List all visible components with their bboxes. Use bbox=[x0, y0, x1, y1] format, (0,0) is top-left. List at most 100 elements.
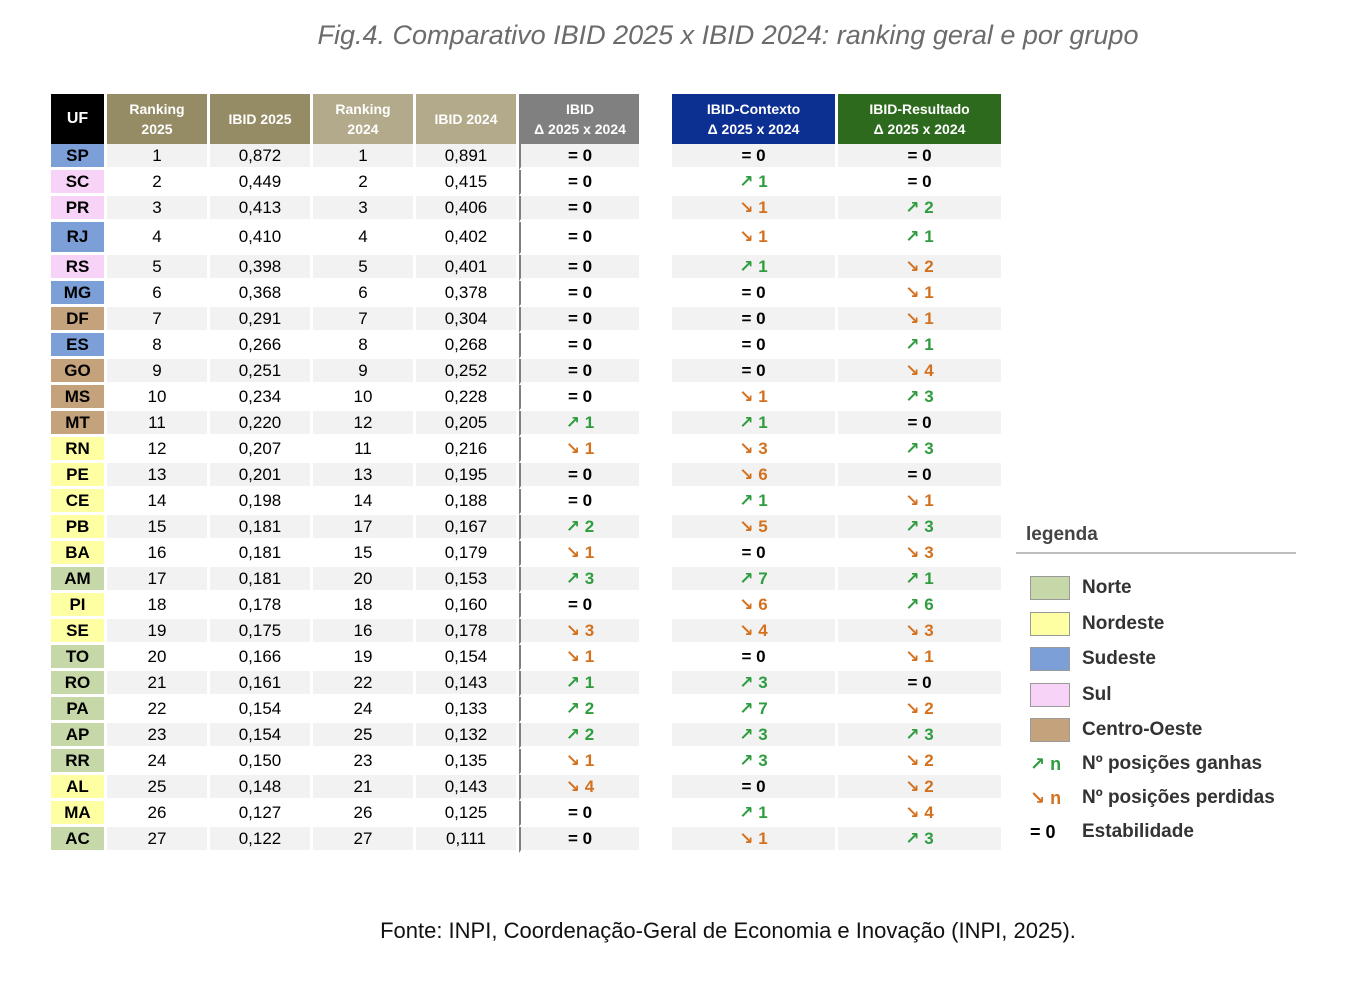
resultado-delta-cell: ↘ 1 bbox=[838, 281, 1001, 307]
ibid-2024-cell: 0,167 bbox=[416, 515, 516, 541]
ibid-delta-cell: = 0 bbox=[519, 222, 639, 255]
legend-label: Sudeste bbox=[1082, 648, 1156, 669]
ibid-2025-cell: 0,266 bbox=[210, 333, 310, 359]
table-row: PR 3 0,413 3 0,406 = 0 bbox=[51, 196, 639, 222]
ibid-delta-cell: = 0 bbox=[519, 307, 639, 333]
ibid-delta-cell: = 0 bbox=[519, 255, 639, 281]
rank-2025-cell: 12 bbox=[107, 437, 207, 463]
uf-cell: SC bbox=[51, 170, 104, 196]
legend-swatch-nordeste bbox=[1030, 612, 1070, 636]
rank-2024-cell: 6 bbox=[313, 281, 413, 307]
ibid-2025-cell: 0,178 bbox=[210, 593, 310, 619]
resultado-delta-cell: = 0 bbox=[838, 411, 1001, 437]
contexto-delta-cell: ↗ 1 bbox=[672, 801, 835, 827]
ibid-2024-cell: 0,252 bbox=[416, 359, 516, 385]
uf-cell: TO bbox=[51, 645, 104, 671]
contexto-delta-cell: ↗ 3 bbox=[672, 749, 835, 775]
legend-swatch-co bbox=[1030, 718, 1070, 742]
group-delta-table-body: = 0 = 0 ↗ 1 = 0 ↘ 1 ↗ 2 ↘ 1 ↗ 1 ↗ 1 ↘ 2 = 0 ↘ 1 = 0 ↘… bbox=[672, 144, 1001, 853]
contexto-delta-cell: ↘ 1 bbox=[672, 196, 835, 222]
table-row: ↘ 1 ↗ 3 bbox=[672, 827, 1001, 853]
contexto-delta-cell: ↗ 3 bbox=[672, 723, 835, 749]
header-ranking-2025-line1: Ranking bbox=[129, 101, 185, 117]
rank-2025-cell: 16 bbox=[107, 541, 207, 567]
uf-cell: AP bbox=[51, 723, 104, 749]
ibid-2025-cell: 0,150 bbox=[210, 749, 310, 775]
resultado-delta-cell: ↘ 4 bbox=[838, 359, 1001, 385]
ibid-delta-cell: = 0 bbox=[519, 144, 639, 170]
uf-cell: ES bbox=[51, 333, 104, 359]
legend-label: Estabilidade bbox=[1082, 821, 1194, 842]
ibid-delta-cell: = 0 bbox=[519, 801, 639, 827]
table-row: MT 11 0,220 12 0,205 ↗ 1 bbox=[51, 411, 639, 437]
rank-2024-cell: 1 bbox=[313, 144, 413, 170]
table-row: AC 27 0,122 27 0,111 = 0 bbox=[51, 827, 639, 853]
rank-2025-cell: 5 bbox=[107, 255, 207, 281]
rank-2025-cell: 9 bbox=[107, 359, 207, 385]
contexto-delta-cell: = 0 bbox=[672, 645, 835, 671]
uf-cell: GO bbox=[51, 359, 104, 385]
contexto-delta-cell: ↗ 7 bbox=[672, 567, 835, 593]
ibid-2025-cell: 0,201 bbox=[210, 463, 310, 489]
rank-2025-cell: 13 bbox=[107, 463, 207, 489]
rank-2024-cell: 14 bbox=[313, 489, 413, 515]
resultado-delta-cell: ↘ 1 bbox=[838, 645, 1001, 671]
ibid-2024-cell: 0,406 bbox=[416, 196, 516, 222]
uf-cell: MT bbox=[51, 411, 104, 437]
table-row: ↘ 1 ↗ 3 bbox=[672, 385, 1001, 411]
legend-label: Sul bbox=[1082, 684, 1112, 705]
figure-title: Fig.4. Comparativo IBID 2025 x IBID 2024… bbox=[317, 20, 1139, 50]
contexto-delta-cell: = 0 bbox=[672, 359, 835, 385]
table-row: RO 21 0,161 22 0,143 ↗ 1 bbox=[51, 671, 639, 697]
ibid-2024-cell: 0,133 bbox=[416, 697, 516, 723]
legend-item-sul: Sul bbox=[1030, 681, 1112, 709]
rank-2024-cell: 2 bbox=[313, 170, 413, 196]
legend-symbol-item: ↗ n Nº posições ganhas bbox=[1030, 750, 1262, 778]
ibid-2025-cell: 0,127 bbox=[210, 801, 310, 827]
resultado-delta-cell: ↗ 3 bbox=[838, 515, 1001, 541]
resultado-delta-cell: ↘ 3 bbox=[838, 619, 1001, 645]
uf-cell: RS bbox=[51, 255, 104, 281]
legend-swatch-norte bbox=[1030, 576, 1070, 600]
contexto-delta-cell: = 0 bbox=[672, 333, 835, 359]
rank-2025-cell: 25 bbox=[107, 775, 207, 801]
table-row: ↘ 1 ↗ 1 bbox=[672, 222, 1001, 255]
legend-swatch-sul bbox=[1030, 683, 1070, 707]
contexto-delta-cell: ↗ 1 bbox=[672, 170, 835, 196]
table-row: ↘ 6 ↗ 6 bbox=[672, 593, 1001, 619]
uf-cell: MS bbox=[51, 385, 104, 411]
ibid-delta-cell: ↗ 2 bbox=[519, 697, 639, 723]
header-contexto-line2: Δ 2025 x 2024 bbox=[707, 121, 800, 137]
resultado-delta-cell: ↗ 3 bbox=[838, 385, 1001, 411]
uf-cell: RR bbox=[51, 749, 104, 775]
rank-2024-cell: 20 bbox=[313, 567, 413, 593]
table-row: ↘ 1 ↗ 2 bbox=[672, 196, 1001, 222]
table-row: = 0 ↘ 1 bbox=[672, 307, 1001, 333]
rank-2024-cell: 23 bbox=[313, 749, 413, 775]
resultado-delta-cell: ↘ 1 bbox=[838, 489, 1001, 515]
resultado-delta-cell: ↗ 3 bbox=[838, 437, 1001, 463]
table-row: = 0 ↘ 4 bbox=[672, 359, 1001, 385]
table-row: RR 24 0,150 23 0,135 ↘ 1 bbox=[51, 749, 639, 775]
legend-item-sudeste: Sudeste bbox=[1030, 645, 1156, 673]
header-ranking-2024: Ranking 2024 bbox=[313, 94, 413, 144]
ibid-2025-cell: 0,161 bbox=[210, 671, 310, 697]
legend-swatch-sudeste bbox=[1030, 647, 1070, 671]
ibid-delta-cell: = 0 bbox=[519, 827, 639, 853]
legend-label: Nº posições ganhas bbox=[1082, 753, 1263, 774]
table-row: SP 1 0,872 1 0,891 = 0 bbox=[51, 144, 639, 170]
resultado-delta-cell: = 0 bbox=[838, 671, 1001, 697]
ibid-2024-cell: 0,228 bbox=[416, 385, 516, 411]
rank-2024-cell: 8 bbox=[313, 333, 413, 359]
ibid-2025-cell: 0,181 bbox=[210, 541, 310, 567]
contexto-delta-cell: ↘ 3 bbox=[672, 437, 835, 463]
ibid-2024-cell: 0,216 bbox=[416, 437, 516, 463]
rank-2024-cell: 27 bbox=[313, 827, 413, 853]
contexto-delta-cell: ↗ 1 bbox=[672, 255, 835, 281]
ranking-table-header: UF Ranking 2025 IBID 2025 Ranking 2024 IBI… bbox=[51, 94, 639, 144]
ibid-2024-cell: 0,143 bbox=[416, 775, 516, 801]
resultado-delta-cell: ↗ 2 bbox=[838, 196, 1001, 222]
table-row: = 0 ↗ 1 bbox=[672, 333, 1001, 359]
resultado-delta-cell: ↘ 2 bbox=[838, 775, 1001, 801]
contexto-delta-cell: ↘ 6 bbox=[672, 463, 835, 489]
